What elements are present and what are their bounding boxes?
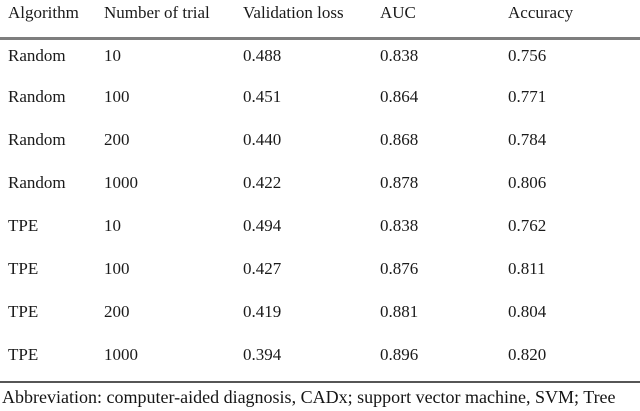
table-cell: TPE bbox=[8, 302, 39, 321]
table-cell: 0.820 bbox=[508, 345, 547, 364]
table-cell: 0.876 bbox=[380, 259, 419, 278]
table-body: Random 10 0.488 0.838 0.756 Random 100 0.451 0.8… bbox=[0, 38, 640, 382]
table-cell: 0.419 bbox=[243, 302, 282, 321]
table-cell: 0.784 bbox=[508, 130, 547, 149]
table-cell: 0.896 bbox=[380, 345, 419, 364]
col-header-validation-loss: Validation loss bbox=[243, 3, 344, 22]
table-cell: 200 bbox=[104, 130, 130, 149]
table-cell: 10 bbox=[104, 45, 121, 65]
table-header: Algorithm Number of trial Validation los… bbox=[0, 0, 640, 38]
table-row: TPE 200 0.419 0.881 0.804 bbox=[0, 296, 640, 339]
table-cell: TPE bbox=[8, 216, 39, 235]
table-row: Random 10 0.488 0.838 0.756 bbox=[0, 38, 640, 81]
results-table: Algorithm Number of trial Validation los… bbox=[0, 0, 640, 382]
table-cell: 100 bbox=[104, 259, 130, 278]
table-cell: TPE bbox=[8, 345, 39, 364]
table-cell: 0.451 bbox=[243, 87, 282, 106]
table-cell: 200 bbox=[104, 302, 130, 321]
table-cell: 0.756 bbox=[508, 45, 547, 65]
table-cell: 0.427 bbox=[243, 259, 282, 278]
table-cell: 0.422 bbox=[243, 173, 282, 192]
table-cell: 0.838 bbox=[380, 45, 419, 65]
table-footnote: Abbreviation: computer-aided diagnosis, … bbox=[2, 387, 616, 407]
table-cell: 0.881 bbox=[380, 302, 419, 321]
table-cell: 0.811 bbox=[508, 259, 546, 278]
table-row: Random 200 0.440 0.868 0.784 bbox=[0, 124, 640, 167]
table-cell: Random bbox=[8, 130, 66, 149]
table-cell: 0.494 bbox=[243, 216, 282, 235]
col-header-auc: AUC bbox=[380, 3, 416, 22]
table-cell: 0.440 bbox=[243, 130, 282, 149]
table-cell: 0.868 bbox=[380, 130, 419, 149]
col-header-number-of-trial: Number of trial bbox=[104, 3, 210, 22]
table-cell: 100 bbox=[104, 87, 130, 106]
table-header-row: Algorithm Number of trial Validation los… bbox=[0, 0, 640, 38]
table-cell: 0.806 bbox=[508, 173, 547, 192]
table-row: Random 100 0.451 0.864 0.771 bbox=[0, 81, 640, 124]
table-cell: 0.762 bbox=[508, 216, 547, 235]
col-header-accuracy: Accuracy bbox=[508, 3, 574, 22]
table-cell: 1000 bbox=[104, 345, 138, 364]
table-row: TPE 10 0.494 0.838 0.762 bbox=[0, 210, 640, 253]
table-cell: 0.878 bbox=[380, 173, 419, 192]
table-cell: 1000 bbox=[104, 173, 138, 192]
table-cell: Random bbox=[8, 173, 66, 192]
table-cell: 0.488 bbox=[243, 45, 282, 65]
table-cell: Random bbox=[8, 87, 66, 106]
table-row: TPE 1000 0.394 0.896 0.820 bbox=[0, 339, 640, 382]
col-header-algorithm: Algorithm bbox=[8, 3, 79, 22]
table-cell: 0.804 bbox=[508, 302, 547, 321]
table-row: TPE 100 0.427 0.876 0.811 bbox=[0, 253, 640, 296]
table-row: Random 1000 0.422 0.878 0.806 bbox=[0, 167, 640, 210]
table-cell: Random bbox=[8, 45, 66, 65]
table-cell: 0.771 bbox=[508, 87, 547, 106]
table-cell: 0.838 bbox=[380, 216, 419, 235]
table-cell: 0.394 bbox=[243, 345, 282, 364]
table-cell: 0.864 bbox=[380, 87, 419, 106]
table-cell: 10 bbox=[104, 216, 121, 235]
table-cell: TPE bbox=[8, 259, 39, 278]
